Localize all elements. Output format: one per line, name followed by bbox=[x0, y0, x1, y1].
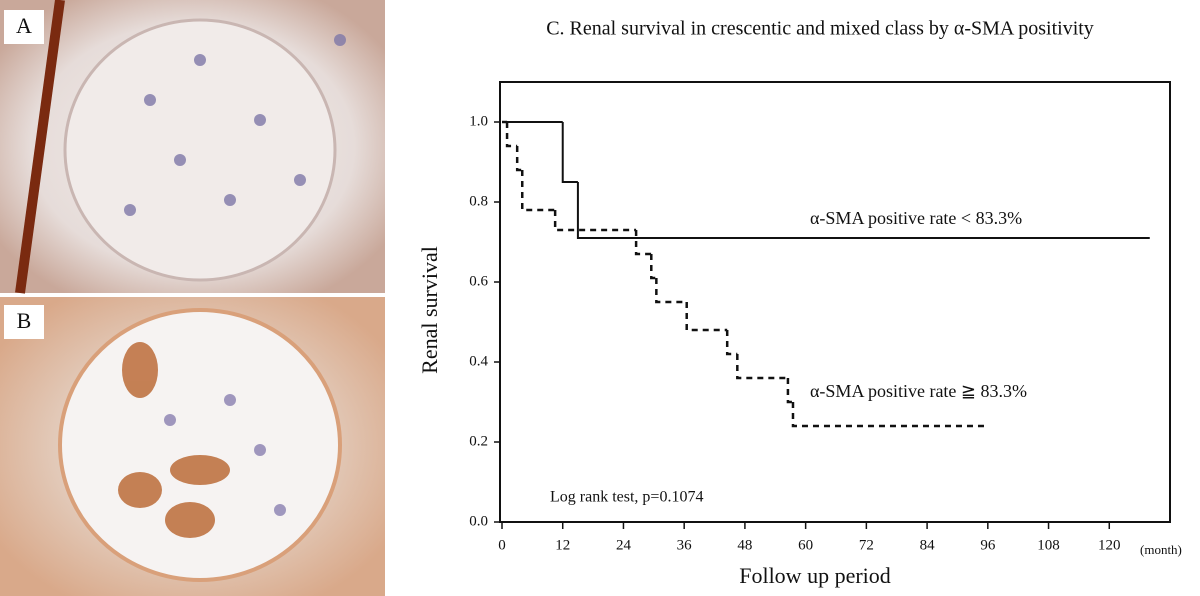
y-tick-label: 0.8 bbox=[469, 193, 488, 209]
x-tick-label: 60 bbox=[798, 537, 813, 553]
survival-step bbox=[736, 354, 788, 380]
annotation: Log rank test, p=0.1074 bbox=[550, 489, 703, 506]
x-unit: (month) bbox=[1140, 542, 1182, 557]
x-tick-label: 96 bbox=[980, 537, 996, 553]
x-axis-label: Follow up period bbox=[739, 563, 891, 588]
survival-step bbox=[791, 402, 988, 428]
survival-step bbox=[655, 278, 687, 304]
series-label: α-SMA positive rate < 83.3% bbox=[810, 208, 1022, 228]
survival-step bbox=[520, 170, 556, 212]
survival-step bbox=[634, 230, 652, 256]
y-tick-label: 0.2 bbox=[469, 433, 488, 449]
panel-label: A bbox=[16, 13, 32, 38]
panel-label: B bbox=[17, 308, 32, 333]
survival-step bbox=[725, 330, 738, 356]
y-tick-label: 0.6 bbox=[469, 273, 488, 289]
survival-step bbox=[561, 122, 578, 183]
x-tick-label: 84 bbox=[920, 537, 936, 553]
y-tick-label: 1.0 bbox=[469, 113, 488, 129]
plot-frame bbox=[499, 81, 1171, 523]
x-tick-label: 12 bbox=[555, 537, 570, 553]
survival-step bbox=[576, 182, 1150, 239]
chart-title: C. Renal survival in crescentic and mixe… bbox=[546, 18, 1094, 40]
label-box bbox=[4, 305, 44, 339]
survival-step bbox=[685, 302, 728, 332]
label-box bbox=[4, 10, 44, 44]
x-tick-label: 0 bbox=[498, 537, 506, 553]
survival-step bbox=[553, 210, 637, 232]
survival-step bbox=[650, 254, 657, 280]
series-label: α-SMA positive rate ≧ 83.3% bbox=[810, 381, 1027, 401]
x-tick-label: 48 bbox=[737, 537, 752, 553]
survival-step bbox=[786, 378, 793, 404]
y-tick-label: 0.4 bbox=[469, 353, 488, 369]
x-tick-label: 108 bbox=[1037, 537, 1060, 553]
micrograph-a bbox=[0, 0, 385, 294]
y-tick-label: 0.0 bbox=[469, 513, 488, 529]
survival-step bbox=[515, 146, 523, 172]
survival-step bbox=[505, 122, 518, 148]
y-axis-label: Renal survival bbox=[417, 246, 442, 374]
x-tick-label: 36 bbox=[677, 537, 693, 553]
x-tick-label: 120 bbox=[1098, 537, 1121, 553]
micrograph-b bbox=[0, 297, 385, 596]
x-tick-label: 72 bbox=[859, 537, 874, 553]
x-tick-label: 24 bbox=[616, 537, 632, 553]
